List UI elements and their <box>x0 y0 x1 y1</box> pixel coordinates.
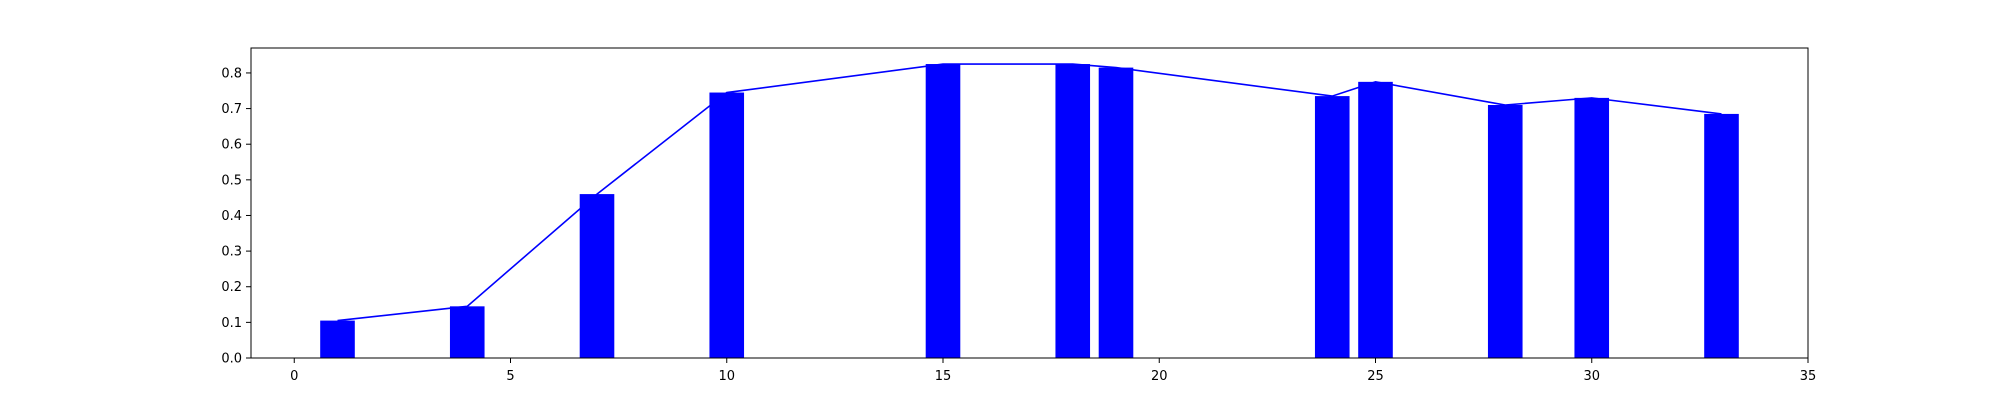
x-tick-label-1: 5 <box>506 369 514 384</box>
line-layer <box>337 63 1722 322</box>
x-tick-label-4: 20 <box>1151 369 1168 384</box>
bar-3 <box>709 92 745 358</box>
bar-2 <box>579 194 615 358</box>
y-tick-label-4: 0.4 <box>221 209 242 224</box>
bar-11 <box>1704 113 1739 358</box>
y-tick-label-1: 0.1 <box>221 316 242 331</box>
x-tick-label-3: 15 <box>935 369 952 384</box>
y-tick-label-2: 0.2 <box>221 280 242 295</box>
bar-4 <box>925 64 961 358</box>
bar-7 <box>1314 96 1350 358</box>
x-tick-label-6: 30 <box>1583 369 1600 384</box>
x-tick-label-0: 0 <box>290 369 298 384</box>
y-tick-label-6: 0.6 <box>221 138 242 153</box>
bar-10 <box>1574 97 1610 358</box>
bar-1 <box>449 306 485 358</box>
bars-layer <box>320 64 1739 358</box>
bar-8 <box>1358 81 1393 358</box>
series-line <box>337 63 1722 322</box>
axes-layer <box>250 47 1809 359</box>
bar-0 <box>320 320 355 358</box>
bar-9 <box>1487 105 1523 358</box>
y-tick-label-5: 0.5 <box>221 173 242 188</box>
y-tick-label-0: 0.0 <box>221 352 242 367</box>
y-tick-label-8: 0.8 <box>221 66 242 81</box>
y-tick-label-3: 0.3 <box>221 245 242 260</box>
x-tick-label-5: 25 <box>1367 369 1384 384</box>
ticks-layer: 0 5 10 15 20 25 30 35 0.0 0.1 0.2 0.3 0.4 0.5 0.6 0.7 0.… <box>221 66 1816 384</box>
y-tick-label-7: 0.7 <box>221 102 242 117</box>
x-tick-label-7: 35 <box>1800 369 1817 384</box>
axes-frame <box>250 47 1809 359</box>
bar-6 <box>1098 67 1134 358</box>
x-tick-label-2: 10 <box>718 369 735 384</box>
bar-5 <box>1055 64 1091 358</box>
